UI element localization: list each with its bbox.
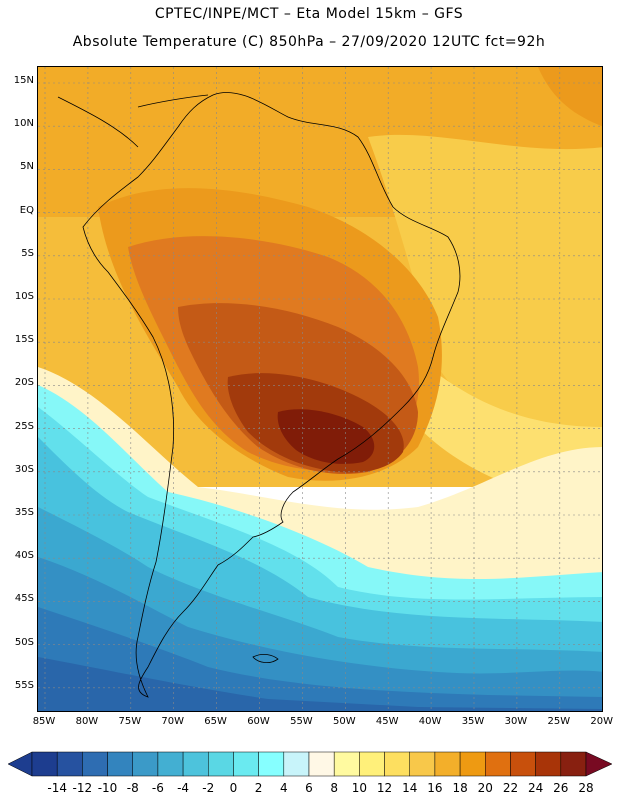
colorbar-tick-label: -8 xyxy=(126,781,139,795)
field-m8-band xyxy=(38,657,602,711)
caribbean-coastline xyxy=(57,94,209,148)
longitude-label: 50W xyxy=(332,716,356,727)
colorbar-swatch xyxy=(157,751,184,777)
colorbar-tick-label: 2 xyxy=(254,781,263,795)
colorbar-tick-label: 14 xyxy=(402,781,418,795)
latitude-label: 15N xyxy=(13,75,34,86)
longitude-label: 25W xyxy=(547,716,571,727)
colorbar-tick-label: -4 xyxy=(177,781,190,795)
longitude-label: 85W xyxy=(32,716,56,727)
colorbar-tick-label: 4 xyxy=(279,781,288,795)
field-18-caribbean xyxy=(38,67,602,147)
colorbar-tick-label: 22 xyxy=(502,781,519,795)
latitude-label: 55S xyxy=(14,679,34,691)
longitude-label: 45W xyxy=(375,716,399,727)
colorbar-tick-label: 20 xyxy=(477,781,493,795)
field-14-ocean-east xyxy=(368,134,602,487)
colorbar-tick-label: 18 xyxy=(452,781,468,795)
temperature-map xyxy=(37,66,603,712)
colorbar-tick-label: 0 xyxy=(229,781,238,795)
latitude-label: 35S xyxy=(14,507,34,518)
latitude-label: 30S xyxy=(14,463,34,475)
colorbar-swatch xyxy=(208,751,234,777)
map-gridlines xyxy=(38,67,602,711)
longitude-label: 70W xyxy=(161,716,184,727)
latitude-label: 5N xyxy=(20,161,34,173)
field-28-core xyxy=(277,409,375,464)
latitude-label: 45S xyxy=(14,593,34,605)
colorbar-swatch xyxy=(182,751,209,777)
latitude-label: 15S xyxy=(14,334,34,346)
colorbar-tick-label: -12 xyxy=(72,781,93,795)
colorbar-swatch xyxy=(384,751,410,777)
colorbar-swatch xyxy=(333,751,360,777)
field-20-caribbean-ne xyxy=(538,67,602,127)
latitude-label: EQ xyxy=(19,204,34,216)
colorbar-swatch xyxy=(107,751,133,777)
south-america-coastline xyxy=(82,92,461,698)
colorbar-tick-label: -6 xyxy=(151,781,164,795)
longitude-label: 60W xyxy=(247,716,270,727)
colorbar-swatch xyxy=(283,751,310,777)
colorbar-swatch xyxy=(510,751,536,777)
chart-title-line-1: CPTEC/INPE/MCT – Eta Model 15km – GFS xyxy=(154,6,464,22)
longitude-label: 65W xyxy=(204,716,227,727)
latitude-label: 10N xyxy=(13,118,34,130)
colorbar-tick-label: 6 xyxy=(305,781,313,795)
latitude-label: 5S xyxy=(21,247,34,259)
colorbar-tick-label: 28 xyxy=(578,781,594,795)
longitude-label: 40W xyxy=(418,716,442,727)
colorbar-swatch xyxy=(258,751,285,777)
latitude-label: 40S xyxy=(14,550,34,562)
colorbar-swatch xyxy=(409,751,436,777)
longitude-label: 35W xyxy=(461,716,485,727)
colorbar-tick-label: -2 xyxy=(202,781,215,795)
colorbar-swatch xyxy=(31,751,58,777)
colorbar-tick-label: 10 xyxy=(351,781,367,795)
chart-title-line-2: Absolute Temperature (C) 850hPa – 27/09/… xyxy=(72,34,546,50)
colorbar-swatch xyxy=(560,751,587,777)
colorbar-tick-label: 16 xyxy=(427,781,443,795)
colorbar-tick-label: 26 xyxy=(553,781,569,795)
colorbar-tick-label: 8 xyxy=(330,781,338,795)
longitude-label: 80W xyxy=(75,716,99,727)
colorbar-swatch xyxy=(56,751,83,777)
colorbar-low-arrow xyxy=(7,751,33,777)
colorbar-tick-label: 12 xyxy=(376,781,393,795)
longitude-label: 30W xyxy=(504,716,528,727)
colorbar-swatch xyxy=(485,751,511,777)
longitude-label: 75W xyxy=(118,716,142,727)
latitude-label: 10S xyxy=(14,291,34,302)
colorbar-swatch xyxy=(308,751,335,777)
colorbar-tick-label: 24 xyxy=(527,781,544,795)
colorbar xyxy=(7,751,613,777)
colorbar-swatch xyxy=(132,751,159,777)
colorbar-tick-label: -14 xyxy=(47,781,67,795)
longitude-label: 55W xyxy=(290,716,313,727)
latitude-label: 25S xyxy=(14,420,34,432)
falklands-coastline xyxy=(252,653,279,663)
colorbar-swatch xyxy=(535,751,562,777)
longitude-label: 20W xyxy=(590,716,613,727)
colorbar-swatch xyxy=(359,751,385,777)
latitude-label: 50S xyxy=(14,636,34,648)
colorbar-high-arrow xyxy=(585,751,613,777)
colorbar-swatch xyxy=(459,751,486,777)
colorbar-swatch xyxy=(233,751,259,777)
colorbar-swatch xyxy=(82,751,108,777)
latitude-label: 20S xyxy=(14,377,34,389)
colorbar-tick-label: -10 xyxy=(97,781,118,795)
colorbar-swatch xyxy=(434,751,461,777)
